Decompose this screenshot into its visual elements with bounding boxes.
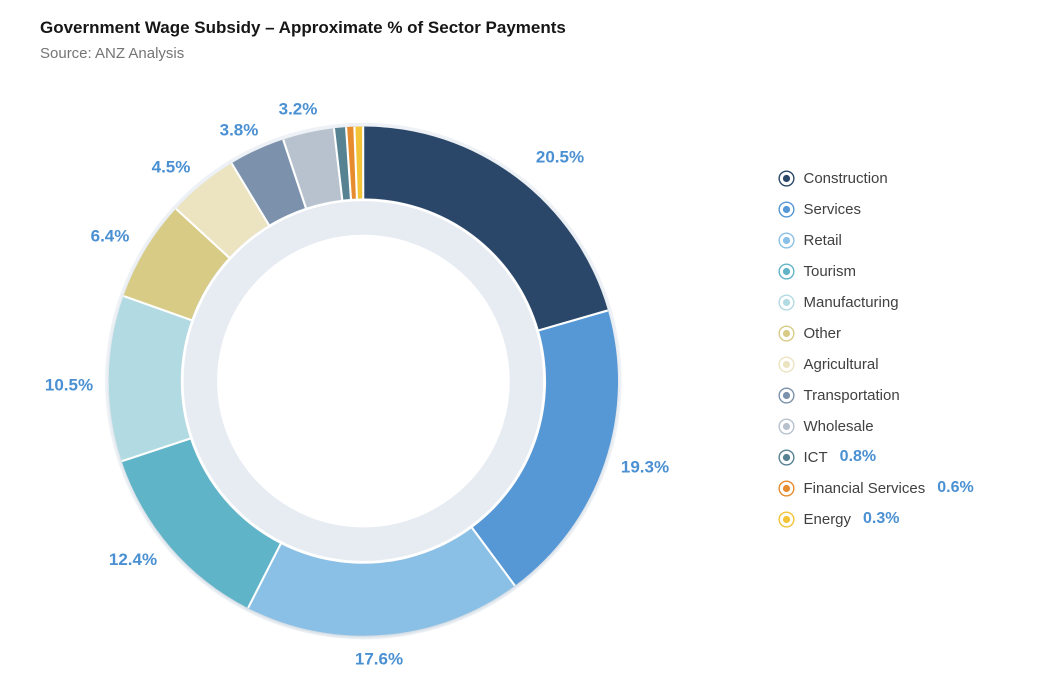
svg-text:20.5%: 20.5%	[536, 148, 584, 167]
svg-text:4.5%: 4.5%	[152, 158, 191, 177]
svg-text:19.3%: 19.3%	[621, 458, 669, 477]
svg-text:10.5%: 10.5%	[45, 376, 93, 395]
svg-text:3.8%: 3.8%	[220, 121, 259, 140]
svg-text:3.2%: 3.2%	[279, 100, 318, 119]
svg-text:12.4%: 12.4%	[109, 550, 157, 569]
svg-text:17.6%: 17.6%	[355, 650, 403, 669]
svg-text:6.4%: 6.4%	[91, 227, 130, 246]
